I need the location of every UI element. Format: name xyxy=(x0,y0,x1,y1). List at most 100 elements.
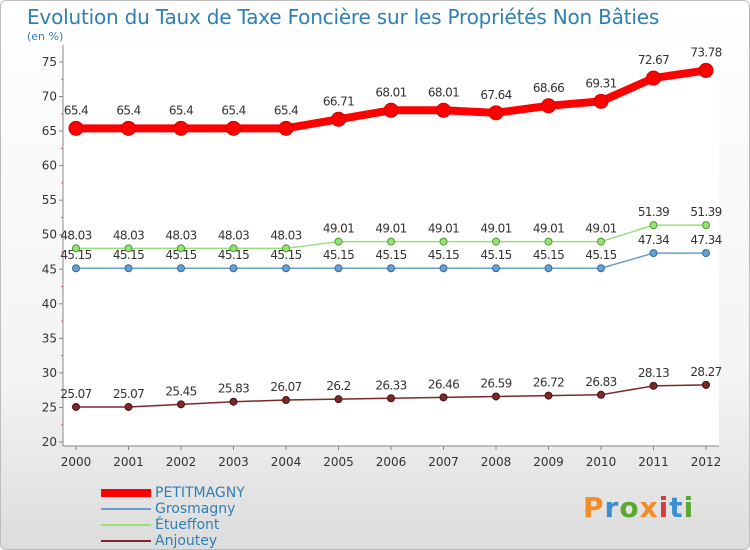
legend-swatch xyxy=(101,508,151,510)
data-label: 45.15 xyxy=(323,248,354,262)
data-point xyxy=(492,264,500,273)
data-label: 72.67 xyxy=(638,53,669,67)
x-tick-label: 2007 xyxy=(428,455,459,469)
legend-label: Grosmagny xyxy=(155,501,236,517)
x-tick-label: 2006 xyxy=(376,455,407,469)
data-point xyxy=(282,264,290,273)
data-label: 73.78 xyxy=(690,45,721,59)
x-tick-label: 2008 xyxy=(481,455,512,469)
data-point xyxy=(334,264,343,273)
data-point xyxy=(121,120,136,136)
data-label: 45.15 xyxy=(60,248,91,262)
data-label: 65.4 xyxy=(64,103,88,117)
data-point xyxy=(177,264,185,273)
data-point xyxy=(334,237,343,246)
data-point xyxy=(68,120,84,136)
data-point xyxy=(383,102,399,118)
data-point xyxy=(646,70,661,86)
data-point xyxy=(124,402,133,411)
data-label: 69.31 xyxy=(585,76,616,90)
chart-title: Evolution du Taux de Taxe Foncière sur l… xyxy=(27,5,660,29)
data-point xyxy=(597,237,605,246)
data-point xyxy=(226,120,241,136)
y-tick-label: 75 xyxy=(42,55,57,69)
legend-swatch xyxy=(101,540,151,542)
x-tick-label: 2012 xyxy=(691,455,722,469)
data-point xyxy=(698,62,714,78)
y-tick-label: 45 xyxy=(42,262,57,276)
data-point xyxy=(124,264,133,273)
data-point xyxy=(387,237,395,246)
data-point xyxy=(282,396,290,405)
data-point xyxy=(439,264,448,273)
x-tick-label: 2003 xyxy=(218,455,249,469)
data-label: 45.15 xyxy=(585,248,616,262)
data-point xyxy=(177,400,185,409)
data-point xyxy=(229,244,238,253)
data-label: 45.15 xyxy=(113,248,144,262)
x-tick-label: 2010 xyxy=(586,455,617,469)
data-label: 45.15 xyxy=(533,248,564,262)
data-point xyxy=(544,237,553,246)
data-label: 48.03 xyxy=(113,228,144,242)
data-label: 51.39 xyxy=(690,205,721,219)
data-label: 25.45 xyxy=(165,384,196,398)
data-point xyxy=(229,264,238,273)
data-point xyxy=(177,244,185,253)
x-tick-label: 2002 xyxy=(166,455,197,469)
data-label: 67.64 xyxy=(480,88,511,102)
data-label: 45.15 xyxy=(428,248,459,262)
data-label: 45.15 xyxy=(165,248,196,262)
data-point xyxy=(278,120,294,136)
data-point xyxy=(334,395,343,404)
data-label: 45.15 xyxy=(375,248,406,262)
data-point xyxy=(597,390,605,399)
data-label: 49.01 xyxy=(533,222,564,236)
unit-label: (en %) xyxy=(27,30,64,43)
data-label: 25.07 xyxy=(60,387,91,401)
data-label: 48.03 xyxy=(165,228,196,242)
data-label: 26.46 xyxy=(428,377,459,391)
data-label: 26.2 xyxy=(326,379,350,393)
y-tick-label: 40 xyxy=(42,297,57,311)
legend-swatch xyxy=(101,489,151,497)
x-tick-label: 2001 xyxy=(113,455,144,469)
data-point xyxy=(72,402,80,411)
data-point xyxy=(649,381,658,390)
data-label: 66.71 xyxy=(323,94,354,108)
data-label: 68.66 xyxy=(533,81,564,95)
data-label: 48.03 xyxy=(218,228,249,242)
data-label: 25.83 xyxy=(218,382,249,396)
proxiti-logo: Proxiti xyxy=(583,491,695,524)
data-label: 47.34 xyxy=(638,233,669,247)
y-tick-label: 30 xyxy=(42,366,57,380)
data-point xyxy=(649,249,658,258)
data-point xyxy=(597,264,605,273)
y-tick-label: 55 xyxy=(42,193,57,207)
data-label: 28.13 xyxy=(638,366,669,380)
data-label: 49.01 xyxy=(428,222,459,236)
data-label: 49.01 xyxy=(375,222,406,236)
data-label: 48.03 xyxy=(60,228,91,242)
y-tick-label: 70 xyxy=(42,90,57,104)
data-point xyxy=(544,264,553,273)
y-tick-label: 25 xyxy=(42,400,57,414)
x-tick-label: 2000 xyxy=(61,455,92,469)
data-label: 25.07 xyxy=(113,387,144,401)
data-point xyxy=(72,244,80,253)
y-tick-label: 60 xyxy=(42,159,57,173)
data-point xyxy=(544,391,553,400)
data-label: 65.4 xyxy=(116,103,140,117)
data-point xyxy=(124,244,133,253)
data-point xyxy=(439,237,448,246)
y-tick-label: 65 xyxy=(42,124,57,138)
data-label: 49.01 xyxy=(480,222,511,236)
data-point xyxy=(387,264,395,273)
x-tick-label: 2009 xyxy=(533,455,564,469)
legend-label: Anjoutey xyxy=(155,533,218,549)
data-label: 45.15 xyxy=(270,248,301,262)
data-point xyxy=(541,98,556,114)
data-point xyxy=(593,93,609,109)
legend-label: PETITMAGNY xyxy=(155,485,245,501)
